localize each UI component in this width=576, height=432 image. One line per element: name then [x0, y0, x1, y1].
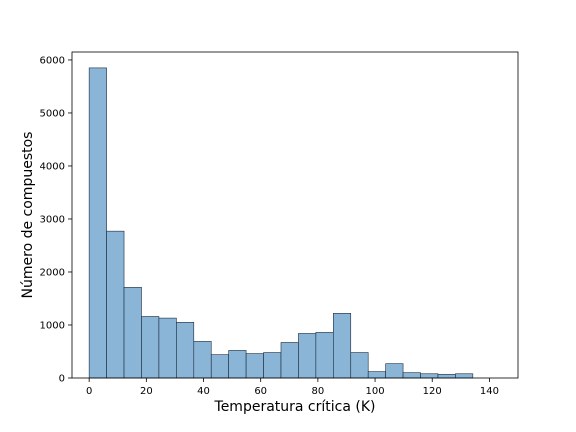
x-axis-title: Temperatura crítica (K) [214, 399, 376, 415]
histogram-bar [438, 374, 455, 378]
histogram-bar [333, 313, 350, 378]
histogram-bar [141, 317, 158, 378]
histogram-bar [176, 322, 193, 378]
histogram-bar [159, 318, 176, 378]
x-tick-label: 100 [366, 386, 385, 397]
x-axis: 0 20 40 60 80 100 120 140 [86, 378, 499, 397]
histogram-bar [107, 231, 124, 378]
histogram-bar [124, 287, 141, 378]
x-tick-label: 40 [197, 386, 210, 397]
histogram-bar [403, 373, 420, 378]
histogram-bar [455, 374, 472, 378]
y-tick-label: 1000 [40, 320, 65, 331]
histogram-bar [351, 353, 368, 378]
histogram-bar [281, 342, 298, 378]
y-tick-label: 4000 [40, 161, 65, 172]
y-tick-label: 3000 [40, 214, 65, 225]
x-tick-label: 140 [480, 386, 499, 397]
y-tick-label: 0 [59, 374, 65, 385]
y-axis: 0 1000 2000 3000 4000 5000 6000 [40, 55, 72, 384]
histogram-bar [229, 350, 246, 378]
y-tick-label: 6000 [40, 55, 65, 66]
x-tick-label: 60 [254, 386, 267, 397]
histogram-bar [421, 374, 438, 378]
histogram-bar [194, 341, 211, 378]
x-tick-label: 20 [140, 386, 153, 397]
x-tick-label: 80 [312, 386, 325, 397]
x-tick-label: 0 [86, 386, 92, 397]
histogram-bar [368, 372, 385, 378]
histogram-bar [316, 332, 333, 378]
y-tick-label: 2000 [40, 267, 65, 278]
histogram-bar [264, 353, 281, 378]
bars-group [89, 68, 473, 378]
y-axis-title: Número de compuestos [20, 132, 36, 299]
histogram-bar [386, 364, 403, 378]
histogram-bar [89, 68, 106, 378]
histogram-bar [211, 355, 228, 378]
histogram-bar [246, 354, 263, 378]
y-tick-label: 5000 [40, 108, 65, 119]
histogram-bar [298, 333, 315, 378]
x-tick-label: 120 [423, 386, 442, 397]
